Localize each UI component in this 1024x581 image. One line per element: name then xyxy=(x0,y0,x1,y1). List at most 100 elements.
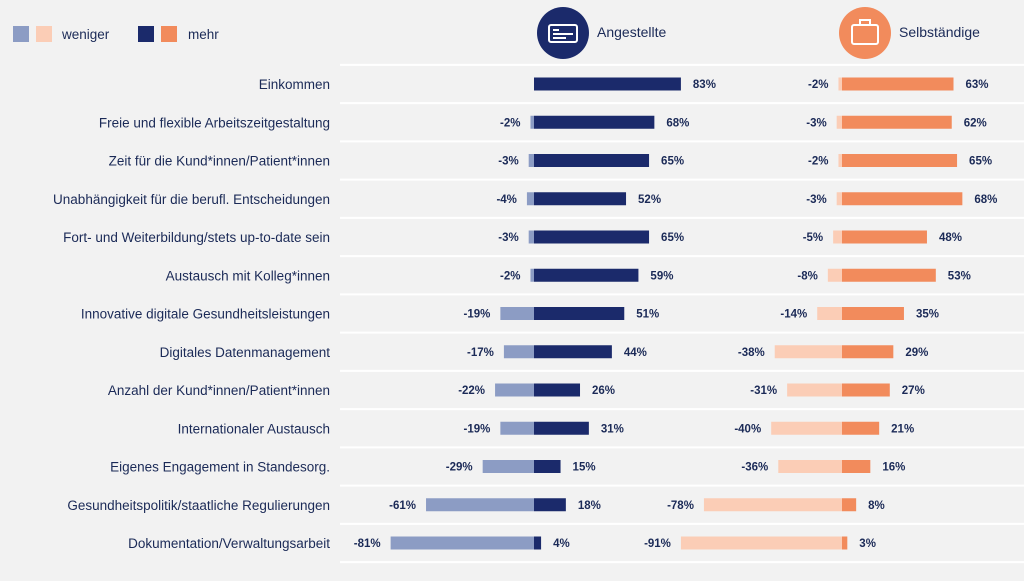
legend-less-angestellte-swatch xyxy=(13,26,29,42)
angestellte-less-bar xyxy=(495,383,534,397)
angestellte-more-value: 44% xyxy=(624,347,647,359)
legend-less-label: weniger xyxy=(61,27,110,42)
category-label: Digitales Datenmanagement xyxy=(160,345,331,360)
id-card-icon xyxy=(537,7,589,59)
angestellte-less-value: -3% xyxy=(498,156,518,168)
angestellte-more-value: 4% xyxy=(553,538,570,550)
selbst-more-bar xyxy=(842,383,890,397)
selbst-less-value: -78% xyxy=(667,500,694,512)
angestellte-less-bar xyxy=(390,536,534,550)
selbst-more-bar xyxy=(842,536,848,550)
legend-more-angestellte-swatch xyxy=(138,26,154,42)
angestellte-more-value: 51% xyxy=(636,309,659,321)
selbst-more-value: 63% xyxy=(966,79,989,91)
angestellte-less-bar xyxy=(528,154,534,167)
angestellte-more-bar xyxy=(534,77,681,91)
selbst-more-value: 3% xyxy=(859,538,876,550)
angestellte-more-value: 68% xyxy=(666,117,689,129)
angestellte-more-value: 83% xyxy=(693,79,716,91)
angestellte-less-value: -2% xyxy=(500,117,520,129)
header-selbststaendige: Selbständige xyxy=(839,7,980,59)
angestellte-less-value: -29% xyxy=(446,462,473,474)
chart-rows: Einkommen 83% 63% -2% Freie und flexible Arb… xyxy=(53,63,1024,564)
category-label: Unabhängigkeit für die berufl. Entscheid… xyxy=(53,192,330,207)
legend-more-label: mehr xyxy=(188,27,219,42)
selbst-less-value: -2% xyxy=(808,79,828,91)
selbst-less-value: -31% xyxy=(750,385,777,397)
angestellte-more-value: 26% xyxy=(592,385,615,397)
category-label: Austausch mit Kolleg*innen xyxy=(166,268,330,283)
category-label: Innovative digitale Gesundheitsleistunge… xyxy=(81,307,330,322)
selbst-more-value: 21% xyxy=(891,423,914,435)
selbst-less-bar xyxy=(836,115,842,129)
selbst-less-bar xyxy=(680,536,842,550)
angestellte-more-bar xyxy=(534,192,627,206)
angestellte-more-bar xyxy=(534,421,589,435)
selbst-less-bar xyxy=(774,345,842,359)
angestellte-less-value: -19% xyxy=(464,423,491,435)
legend-more-selbst-swatch xyxy=(161,26,177,42)
selbst-less-value: -40% xyxy=(734,423,761,435)
angestellte-more-value: 65% xyxy=(661,156,684,168)
selbst-more-value: 16% xyxy=(882,462,905,474)
angestellte-more-bar xyxy=(534,115,655,129)
selbst-more-bar xyxy=(842,115,952,129)
angestellte-more-bar xyxy=(534,536,542,550)
selbst-less-value: -38% xyxy=(738,347,765,359)
selbst-more-bar xyxy=(842,345,894,359)
angestellte-more-value: 59% xyxy=(650,270,673,282)
angestellte-more-value: 65% xyxy=(661,232,684,244)
selbst-more-bar xyxy=(842,268,936,282)
selbst-less-bar xyxy=(827,268,842,282)
category-label: Freie und flexible Arbeitszeitgestaltung xyxy=(99,115,330,130)
category-label: Gesundheitspolitik/staatliche Regulierun… xyxy=(67,498,330,513)
legend-less-selbst-swatch xyxy=(36,26,52,42)
angestellte-less-value: -2% xyxy=(500,270,520,282)
selbst-more-bar xyxy=(842,498,857,512)
angestellte-less-value: -4% xyxy=(496,194,516,206)
angestellte-less-bar xyxy=(530,115,534,129)
angestellte-less-value: -19% xyxy=(464,309,491,321)
selbst-more-bar xyxy=(842,77,954,91)
angestellte-less-bar xyxy=(503,345,534,359)
angestellte-less-bar xyxy=(482,460,534,473)
angestellte-less-value: -17% xyxy=(467,347,494,359)
selbst-less-bar xyxy=(703,498,842,512)
selbst-less-bar xyxy=(833,230,842,244)
angestellte-more-value: 52% xyxy=(638,194,661,206)
header-selbststaendige-label: Selbständige xyxy=(899,24,980,40)
selbst-less-value: -3% xyxy=(806,194,826,206)
selbst-less-value: -91% xyxy=(644,538,671,550)
selbst-more-value: 48% xyxy=(939,232,962,244)
selbst-more-value: 35% xyxy=(916,309,939,321)
selbst-more-value: 8% xyxy=(868,500,885,512)
category-label: Anzahl der Kund*innen/Patient*innen xyxy=(108,383,330,398)
category-label: Fort- und Weiterbildung/stets up-to-date… xyxy=(63,230,330,245)
angestellte-less-bar xyxy=(426,498,534,512)
category-label: Internationaler Austausch xyxy=(178,421,330,436)
angestellte-more-bar xyxy=(534,268,639,282)
selbst-less-value: -14% xyxy=(780,309,807,321)
selbst-more-bar xyxy=(842,460,871,473)
angestellte-more-bar xyxy=(534,307,625,320)
selbst-less-value: -5% xyxy=(803,232,823,244)
angestellte-less-value: -3% xyxy=(498,232,518,244)
angestellte-less-bar xyxy=(528,230,534,244)
selbst-more-value: 53% xyxy=(948,270,971,282)
selbst-more-bar xyxy=(842,230,927,244)
angestellte-less-bar xyxy=(526,192,534,206)
angestellte-more-bar xyxy=(534,230,650,244)
angestellte-more-value: 15% xyxy=(573,462,596,474)
angestellte-less-value: -61% xyxy=(389,500,416,512)
angestellte-more-bar xyxy=(534,498,566,512)
category-label: Zeit für die Kund*innen/Patient*innen xyxy=(109,154,330,169)
selbst-less-value: -36% xyxy=(741,462,768,474)
angestellte-less-value: -22% xyxy=(458,385,485,397)
selbst-more-bar xyxy=(842,192,963,206)
angestellte-more-value: 31% xyxy=(601,423,624,435)
selbst-more-value: 27% xyxy=(902,385,925,397)
selbst-less-bar xyxy=(778,460,842,473)
category-label: Eigenes Engagement in Standesorg. xyxy=(110,460,330,475)
angestellte-more-bar xyxy=(534,345,612,359)
